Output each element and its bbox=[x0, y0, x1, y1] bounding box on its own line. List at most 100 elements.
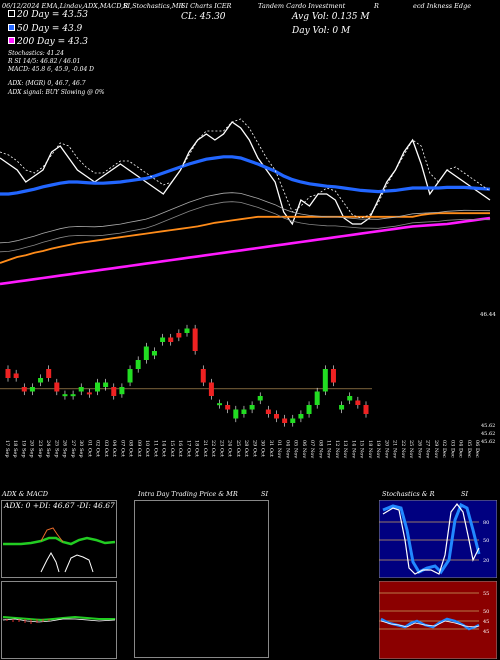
date-tick-label: 23 Oct bbox=[218, 440, 224, 457]
candle-body bbox=[363, 405, 369, 414]
date-tick-label: 25 Nov bbox=[408, 440, 414, 458]
stochastic-d-line bbox=[382, 502, 481, 575]
chart-header-right3: ecd Inkness Edge bbox=[413, 2, 472, 10]
price-axis-low-2: 45.62 bbox=[481, 431, 496, 437]
date-axis: 17 Sep 18 Sep 19 Sep 20 Sep 23 Sep 24 Sep 25 S… bbox=[4, 440, 480, 458]
date-tick-label: 24 Oct bbox=[227, 440, 233, 457]
candle-body bbox=[151, 351, 157, 356]
candle-body bbox=[282, 418, 288, 423]
date-tick-label: 17 Sep bbox=[4, 440, 10, 458]
candle-body bbox=[225, 405, 231, 410]
date-tick-label: 02 Dec bbox=[441, 440, 447, 458]
date-tick-label: 08 Oct bbox=[128, 440, 134, 457]
date-tick-label: 11 Nov bbox=[326, 440, 332, 458]
date-tick-label: 03 Oct bbox=[103, 440, 109, 457]
candle-body bbox=[70, 394, 76, 397]
date-tick-label: 15 Oct bbox=[169, 440, 175, 457]
date-tick-label: 28 Oct bbox=[243, 440, 249, 457]
chart-header-right2: R bbox=[374, 2, 379, 10]
stoch-tick-80: 80 bbox=[483, 520, 489, 526]
date-tick-label: 03 Dec bbox=[449, 440, 455, 458]
ema20-series-line bbox=[0, 155, 491, 196]
date-tick-label: 02 Oct bbox=[95, 440, 101, 457]
date-tick-label: 14 Oct bbox=[161, 440, 167, 457]
macd-readout: MACD: 45.8 6, 45.9, -0.04 D bbox=[8, 66, 94, 73]
date-tick-label: 20 Nov bbox=[383, 440, 389, 458]
date-tick-label: 19 Nov bbox=[375, 440, 381, 458]
date-tick-label: 18 Oct bbox=[194, 440, 200, 457]
date-tick-label: 29 Nov bbox=[433, 440, 439, 458]
candle-body bbox=[143, 346, 149, 360]
date-tick-label: 25 Sep bbox=[53, 440, 59, 458]
candle-body bbox=[54, 382, 60, 392]
ema200-series-line bbox=[0, 216, 491, 286]
date-tick-label: 10 Oct bbox=[144, 440, 150, 457]
adx-line bbox=[40, 551, 94, 573]
mr-panel-title2: SI bbox=[261, 490, 269, 498]
rsi-tick-45b: 45 bbox=[483, 629, 489, 635]
candle-body bbox=[46, 369, 52, 378]
candle-body bbox=[111, 387, 117, 396]
date-tick-label: 18 Nov bbox=[367, 440, 373, 458]
candle-body bbox=[13, 373, 19, 378]
candle-body bbox=[322, 369, 328, 392]
date-tick-label: 27 Sep bbox=[70, 440, 76, 458]
candle-body bbox=[306, 405, 312, 414]
rsi-tick-45a: 45 bbox=[483, 619, 489, 625]
candle-body bbox=[233, 409, 239, 419]
date-tick-label: 09 Oct bbox=[136, 440, 142, 457]
date-tick-label: 06 Dec bbox=[474, 440, 480, 458]
price-axis-low-1: 45.62 bbox=[481, 423, 496, 429]
date-tick-label: 01 Oct bbox=[86, 440, 92, 457]
date-tick-label: 23 Sep bbox=[37, 440, 43, 458]
chart-header-right: Tandem Cardo Investment bbox=[258, 2, 346, 10]
adx-panel-title: ADX & MACD bbox=[2, 490, 48, 498]
adx-panel-values: ADX: 0 +DI: 46.67 -DI: 46.67 bbox=[4, 501, 115, 510]
date-tick-label: 12 Nov bbox=[334, 440, 340, 458]
candle-body bbox=[314, 391, 320, 405]
candle-body bbox=[290, 418, 296, 423]
rsi-tick-50: 50 bbox=[483, 609, 489, 615]
adx-signal-readout: ADX signal: BUY Slowing @ 0% bbox=[8, 89, 105, 96]
ma20-label: 20 Day = 43.53 bbox=[8, 10, 88, 20]
candle-body bbox=[249, 405, 255, 410]
date-tick-label: 21 Oct bbox=[202, 440, 208, 457]
date-tick-label: 21 Nov bbox=[392, 440, 398, 458]
candle-body bbox=[21, 387, 27, 392]
ma200-label: 200 Day = 43.3 bbox=[8, 37, 88, 47]
candle-body bbox=[160, 337, 166, 342]
date-tick-label: 22 Oct bbox=[210, 440, 216, 457]
candle-body bbox=[103, 382, 109, 387]
adx-readout: ADX: (MGR) 0, 46.7, 46.7 bbox=[8, 80, 86, 87]
candle-body bbox=[62, 394, 68, 397]
ema-chart bbox=[0, 118, 491, 286]
candle-body bbox=[192, 328, 198, 351]
candle-body bbox=[265, 409, 271, 414]
date-tick-label: 15 Nov bbox=[359, 440, 365, 458]
macd-histogram bbox=[6, 619, 50, 624]
date-tick-label: 04 Oct bbox=[111, 440, 117, 457]
date-tick-label: 25 Oct bbox=[235, 440, 241, 457]
date-tick-label: 05 Nov bbox=[293, 440, 299, 458]
avg-volume: Avg Vol: 0.135 M bbox=[292, 12, 370, 22]
candle-body bbox=[29, 387, 35, 392]
candle-body bbox=[135, 360, 141, 369]
date-tick-label: 26 Nov bbox=[416, 440, 422, 458]
candle-body bbox=[347, 396, 353, 401]
rsi-readout: R SI 14/5: 46.82 / 46.01 bbox=[8, 58, 81, 65]
candle-body bbox=[257, 396, 263, 401]
stochastics-panel: 80 50 20 bbox=[379, 500, 497, 578]
date-tick-label: 31 Oct bbox=[268, 440, 274, 457]
rsi-tick-55: 55 bbox=[483, 591, 489, 597]
date-tick-label: 26 Sep bbox=[62, 440, 68, 458]
price-axis-label: 46.44 bbox=[480, 312, 496, 318]
date-tick-label: 18 Sep bbox=[12, 440, 18, 458]
date-tick-label: 13 Nov bbox=[342, 440, 348, 458]
chart-header-mid: SI,Stochastics,MR bbox=[123, 2, 184, 10]
date-tick-label: 06 Nov bbox=[301, 440, 307, 458]
rsi-panel: 55 50 45 45 bbox=[379, 581, 497, 659]
candle-body bbox=[119, 387, 125, 395]
date-tick-label: 20 Sep bbox=[29, 440, 35, 458]
adx-minus-di-line bbox=[40, 527, 64, 543]
day-volume: Day Vol: 0 M bbox=[292, 26, 351, 36]
